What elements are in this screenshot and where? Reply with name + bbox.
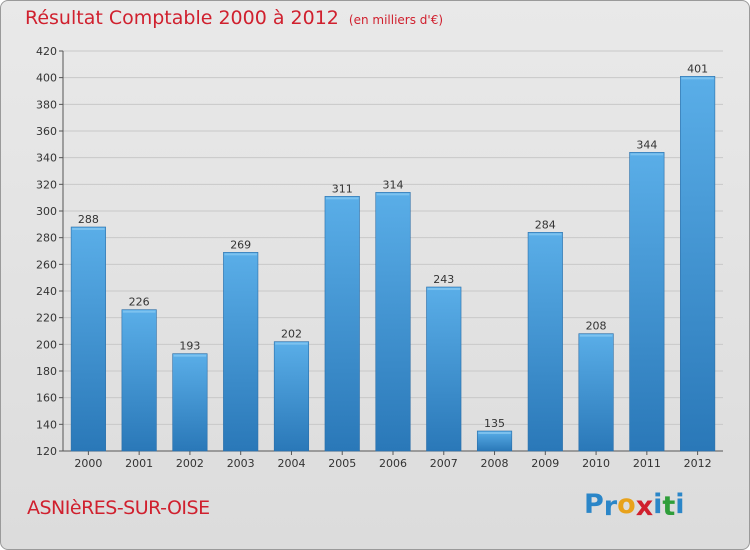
x-tick-label-2011: 2011 — [633, 457, 661, 470]
logo-letter: t — [662, 491, 676, 522]
y-tick-label: 400 — [36, 72, 57, 85]
bars — [70, 76, 716, 452]
y-tick-label: 140 — [36, 418, 57, 431]
y-tick-label: 160 — [36, 392, 57, 405]
logo-letter: i — [653, 489, 663, 520]
y-tick-labels: 120 140 160 180 200 220 240 260 280 300 320 340 360 3… — [36, 45, 57, 458]
value-label-2002: 193 — [179, 340, 200, 353]
logo-letter: o — [617, 489, 636, 520]
bar-highlight — [275, 342, 308, 345]
x-tick-label-2012: 2012 — [684, 457, 712, 470]
value-label-2010: 208 — [586, 320, 607, 333]
bar-2009 — [527, 232, 563, 452]
value-label-2007: 243 — [433, 273, 454, 286]
bar-highlight — [122, 310, 156, 313]
x-tick-label-2002: 2002 — [176, 457, 204, 470]
logo-letter: i — [675, 489, 685, 520]
bar-2010 — [578, 333, 614, 452]
bar-2003 — [223, 252, 259, 452]
bar-2008 — [476, 430, 513, 452]
value-label-2004: 202 — [281, 328, 302, 341]
x-tick-label-2004: 2004 — [277, 457, 305, 470]
value-label-2009: 284 — [535, 218, 556, 231]
bar-highlight — [325, 197, 359, 200]
y-tick-label: 240 — [36, 285, 57, 298]
bar-highlight — [376, 193, 410, 196]
value-label-2012: 401 — [687, 62, 708, 75]
value-label-2003: 269 — [230, 238, 251, 251]
chart-title: Résultat Comptable 2000 à 2012 (en millie… — [25, 7, 443, 29]
chart-title-text: Résultat Comptable 2000 à 2012 — [25, 7, 339, 29]
value-label-2008: 135 — [484, 417, 505, 430]
bar-2007 — [426, 286, 462, 452]
bar-highlight — [478, 432, 511, 434]
bar-highlight — [681, 77, 714, 80]
bar-highlight — [579, 334, 613, 337]
bar-2012 — [680, 76, 716, 452]
bar-highlight — [72, 228, 105, 230]
x-tick-label-2005: 2005 — [328, 457, 356, 470]
x-tick-label-2003: 2003 — [227, 457, 255, 470]
value-labels: 288 226 193 269 202 311 314 243 135 284 208 344 401 — [78, 62, 708, 430]
x-tick-label-2010: 2010 — [582, 457, 610, 470]
bar-2005 — [324, 196, 360, 452]
logo-letter: r — [603, 491, 618, 522]
bar-2004 — [273, 341, 310, 452]
y-tick-label: 220 — [36, 312, 57, 325]
value-label-2011: 344 — [636, 138, 657, 151]
x-tick-label-2008: 2008 — [481, 457, 509, 470]
x-tick-labels: 2000 2001 2002 2003 2004 2005 2006 2007 2008 2009… — [74, 457, 711, 470]
y-tick-label: 320 — [36, 178, 57, 191]
y-tick-label: 280 — [36, 232, 57, 245]
value-label-2006: 314 — [383, 178, 404, 191]
x-tick-label-2007: 2007 — [430, 457, 458, 470]
x-tick-label-2006: 2006 — [379, 457, 407, 470]
y-tick-label: 420 — [36, 45, 57, 58]
y-tick-label: 300 — [36, 205, 57, 218]
bar-2002 — [172, 353, 208, 452]
value-label-2001: 226 — [129, 296, 150, 309]
bar-highlight — [630, 153, 664, 156]
x-tick-label-2000: 2000 — [74, 457, 102, 470]
bar-2001 — [121, 309, 157, 452]
proxiti-logo: Proxiti — [584, 489, 685, 522]
value-label-2005: 311 — [332, 182, 353, 195]
commune-name: ASNIèRES-SUR-OISE — [27, 497, 210, 519]
x-tick-label-2009: 2009 — [531, 457, 559, 470]
value-label-2000: 288 — [78, 213, 99, 226]
bar-2006 — [375, 192, 411, 452]
x-tick-label-2001: 2001 — [125, 457, 153, 470]
logo-letter: P — [584, 489, 604, 520]
y-tick-label: 360 — [36, 125, 57, 138]
bar-highlight — [529, 233, 562, 236]
bar-highlight — [224, 253, 257, 256]
y-tick-label: 340 — [36, 152, 57, 165]
y-tick-label: 180 — [36, 365, 57, 378]
bar-2011 — [629, 152, 665, 452]
bar-highlight — [427, 288, 461, 290]
chart-subtitle: (en milliers d'€) — [348, 13, 444, 27]
logo-letter: x — [635, 491, 654, 522]
y-tick-label: 120 — [36, 445, 57, 458]
y-tick-label: 260 — [36, 258, 57, 271]
y-tick-label: 380 — [36, 98, 57, 111]
bar-2000 — [70, 226, 106, 452]
bar-highlight — [173, 354, 207, 357]
y-tick-label: 200 — [36, 338, 57, 351]
